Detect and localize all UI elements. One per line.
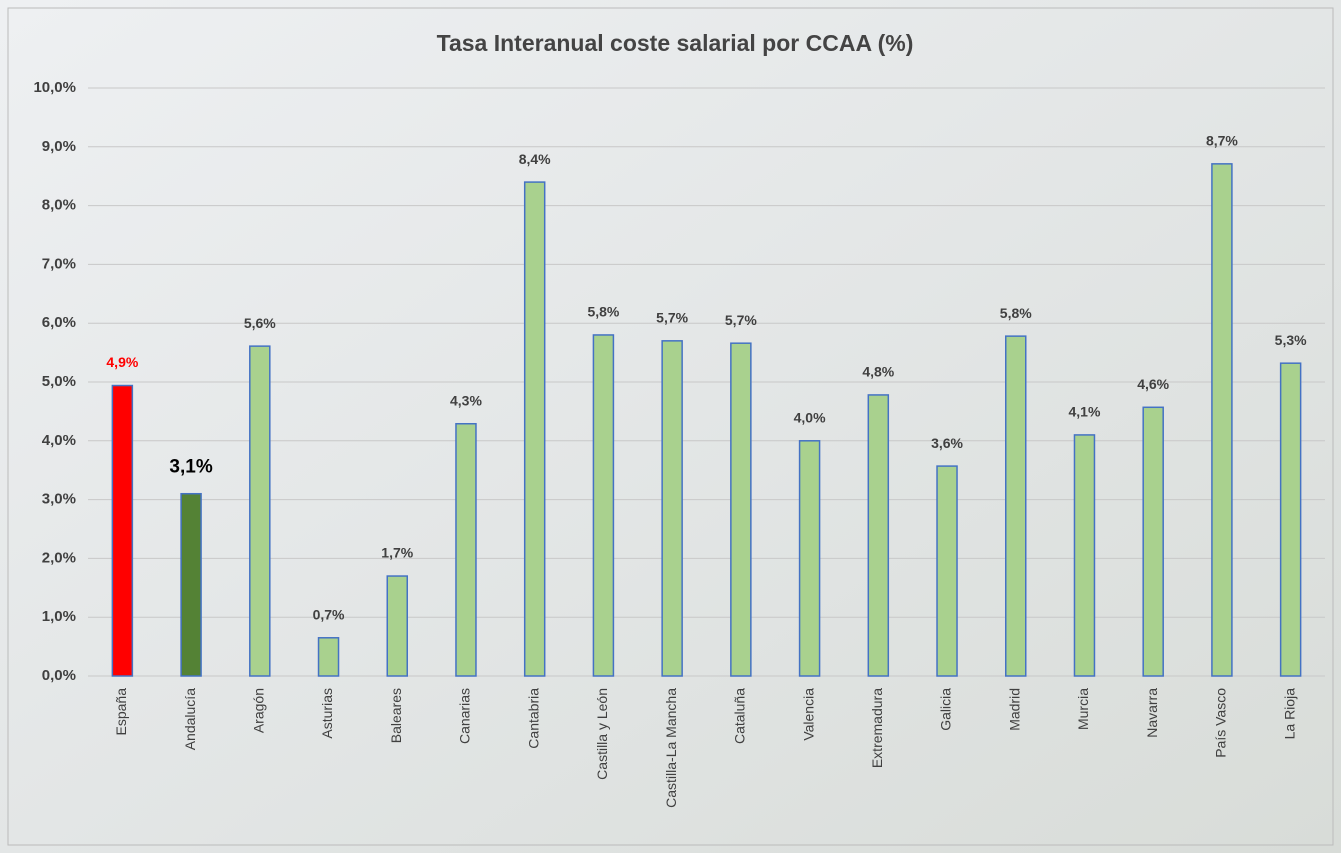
x-tick-label: La Rioja [1281, 688, 1297, 740]
value-label: 5,8% [587, 304, 619, 320]
x-tick-label: España [113, 688, 129, 736]
bar [1211, 163, 1233, 677]
bar [386, 575, 408, 677]
x-tick-label: Canarias [457, 688, 473, 744]
x-tick-label: Extremadura [869, 688, 885, 768]
x-tick-label: Madrid [1006, 688, 1022, 731]
bar [1142, 406, 1164, 677]
y-tick-label: 1,0% [42, 608, 76, 625]
bar [592, 334, 615, 677]
value-label: 4,3% [450, 392, 482, 408]
y-tick-label: 6,0% [42, 314, 76, 331]
x-tick-label: Galicia [938, 688, 954, 731]
bar [455, 422, 477, 677]
x-tick-label: Murcia [1075, 688, 1091, 730]
value-label: 4,8% [862, 364, 894, 380]
value-label: 8,7% [1206, 133, 1238, 149]
bar [936, 465, 958, 677]
bar [661, 340, 683, 677]
bar [1279, 362, 1302, 677]
y-tick-label: 9,0% [42, 138, 76, 155]
y-tick-label: 0,0% [42, 667, 76, 684]
x-tick-label: Baleares [388, 688, 404, 743]
value-label: 3,6% [931, 435, 963, 451]
x-tick-label: Cantabria [525, 688, 541, 749]
bar [730, 342, 752, 677]
y-tick-label: 5,0% [42, 373, 76, 390]
value-label: 3,1% [169, 457, 212, 478]
chart-title: Tasa Interanual coste salarial por CCAA … [437, 30, 914, 56]
value-label: 4,0% [794, 410, 826, 426]
x-tick-label: Navarra [1144, 688, 1160, 738]
value-label: 4,6% [1137, 376, 1169, 392]
bar [180, 492, 202, 677]
value-label: 1,7% [381, 545, 413, 561]
value-label: 4,9% [106, 354, 138, 370]
y-tick-label: 10,0% [33, 79, 76, 96]
value-label: 5,7% [725, 312, 757, 328]
bar [867, 394, 890, 677]
bar [317, 637, 340, 677]
chart-border [7, 7, 1334, 846]
y-tick-label: 7,0% [42, 255, 76, 272]
bar [523, 181, 546, 677]
bar [798, 440, 821, 677]
bar [111, 384, 134, 677]
y-tick-label: 2,0% [42, 549, 76, 566]
x-tick-label: Asturias [319, 688, 335, 739]
value-label: 5,7% [656, 310, 688, 326]
bar [1073, 434, 1096, 677]
x-tick-label: País Vasco [1213, 688, 1229, 758]
bar [1005, 335, 1027, 677]
y-tick-label: 8,0% [42, 197, 76, 214]
value-label: 8,4% [519, 151, 551, 167]
value-label: 5,3% [1275, 332, 1307, 348]
x-tick-label: Castilla-La Mancha [663, 688, 679, 808]
x-tick-label: Castilla y León [594, 688, 610, 780]
bar [249, 345, 271, 677]
value-label: 0,7% [313, 606, 345, 622]
x-tick-label: Cataluña [732, 688, 748, 744]
x-tick-label: Valencia [800, 688, 816, 741]
value-label: 5,6% [244, 315, 276, 331]
x-tick-label: Aragón [251, 688, 267, 733]
value-label: 4,1% [1069, 404, 1101, 420]
x-tick-label: Andalucía [182, 688, 198, 750]
y-tick-label: 4,0% [42, 432, 76, 449]
y-tick-label: 3,0% [42, 491, 76, 508]
value-label: 5,8% [1000, 305, 1032, 321]
